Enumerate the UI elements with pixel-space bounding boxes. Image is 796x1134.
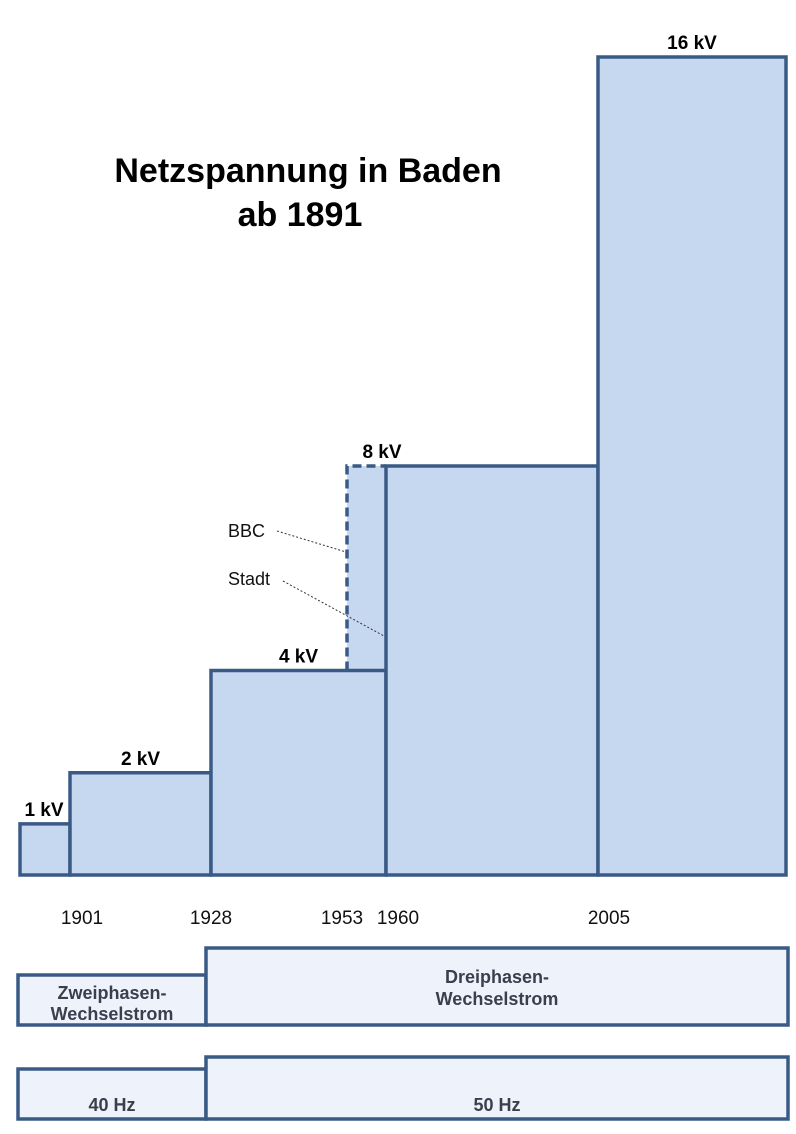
phase-bands: Zweiphasen-WechselstromDreiphasen-Wechse… bbox=[16, 946, 790, 1027]
voltage-label-16kv: 16 kV bbox=[667, 33, 717, 54]
annotations: BBC Stadt bbox=[228, 521, 385, 637]
voltage-label-8kv: 8 kV bbox=[362, 442, 401, 463]
frequency-band-50hz bbox=[204, 1055, 790, 1121]
chart-title-line1: Netzspannung in Baden bbox=[114, 152, 501, 190]
voltage-label-4kv: 4 kV bbox=[279, 647, 318, 668]
annotation-bbc: BBC bbox=[228, 521, 265, 541]
annotation-stadt: Stadt bbox=[228, 569, 270, 589]
year-tick-2005: 2005 bbox=[588, 908, 630, 929]
year-tick-1960: 1960 bbox=[377, 908, 419, 929]
voltage-bar-16kv bbox=[596, 55, 788, 877]
voltage-bar-4kv bbox=[209, 668, 388, 877]
bbc-dashed-edge bbox=[345, 464, 386, 671]
phase-band-two-phase bbox=[16, 973, 208, 1027]
phase-band-two-phase-line1: Zweiphasen- bbox=[57, 983, 166, 1003]
annotation-bbc-leader bbox=[276, 530, 347, 553]
voltage-label-1kv: 1 kV bbox=[24, 800, 63, 821]
frequency-bands: 40 Hz 50 Hz bbox=[16, 1055, 790, 1121]
voltage-bar-1kv bbox=[18, 822, 72, 877]
annotation-stadt-leader bbox=[282, 580, 385, 637]
year-tick-1901: 1901 bbox=[61, 908, 103, 929]
voltage-bar-2kv bbox=[68, 771, 213, 877]
phase-band-three-phase-line2: Wechselstrom bbox=[436, 989, 559, 1009]
chart-title-line2: ab 1891 bbox=[238, 196, 363, 234]
voltage-steps: 1 kV 2 kV 4 kV 8 kV 16 kV bbox=[18, 33, 788, 877]
frequency-band-40hz-label: 40 Hz bbox=[88, 1095, 135, 1115]
voltage-bar-8kv bbox=[384, 464, 600, 877]
frequency-band-50hz-label: 50 Hz bbox=[473, 1095, 520, 1115]
phase-band-three-phase bbox=[204, 946, 790, 1027]
phase-band-two-phase-line2: Wechselstrom bbox=[51, 1004, 174, 1024]
voltage-label-2kv: 2 kV bbox=[121, 749, 160, 770]
phase-band-three-phase-line1: Dreiphasen- bbox=[445, 967, 549, 987]
year-tick-1953: 1953 bbox=[321, 908, 363, 929]
bbc-step-fill bbox=[347, 466, 386, 671]
year-tick-1928: 1928 bbox=[190, 908, 232, 929]
year-axis: 1901 1928 1953 1960 2005 bbox=[61, 908, 630, 929]
